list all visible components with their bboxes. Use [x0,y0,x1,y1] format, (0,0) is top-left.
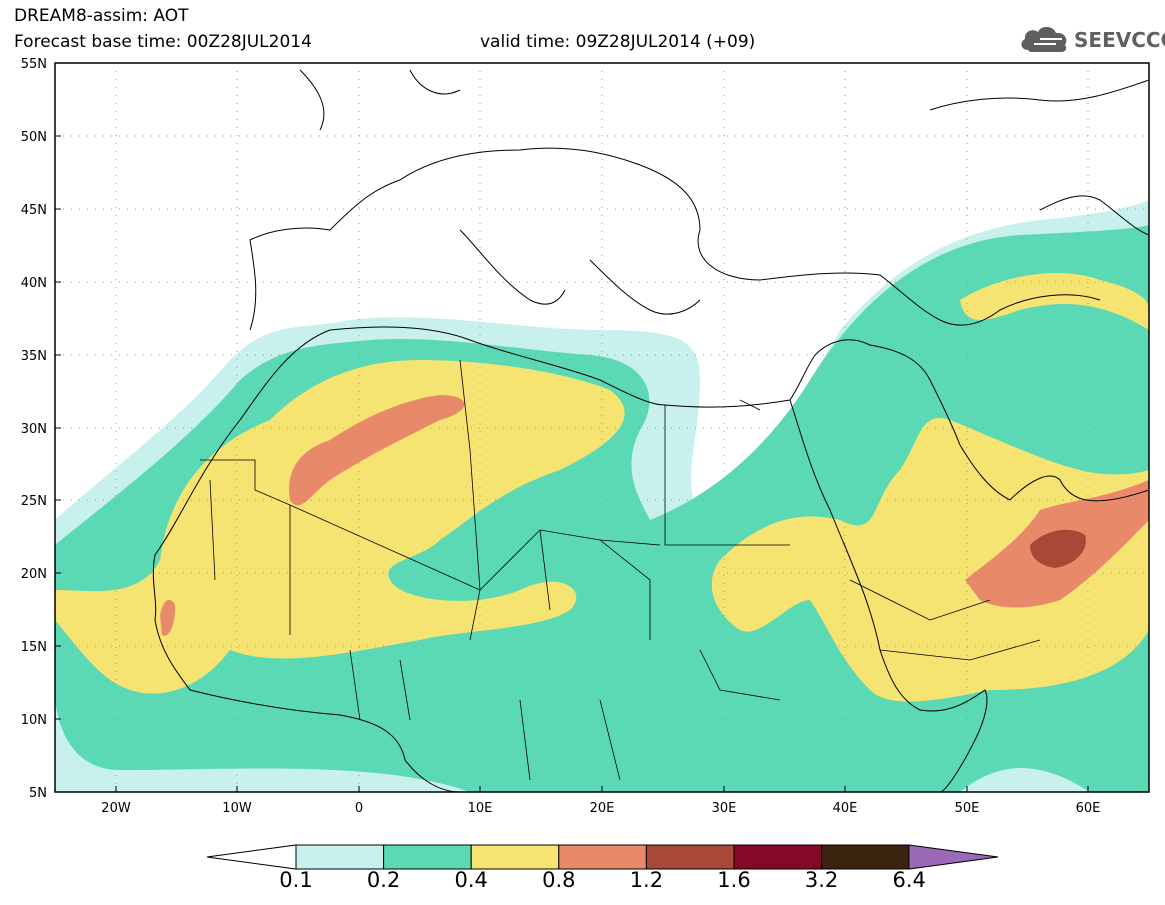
lat-tick-label: 20N [21,567,47,582]
logo-text: SEEVCCC [1074,28,1165,52]
lon-tick-label: 50E [955,801,980,816]
aot-region-0.4b [711,418,1149,702]
lon-tick-label: 40E [833,801,858,816]
colorbar-segment [470,844,560,870]
colorbar-label: 6.4 [892,868,926,892]
lat-tick-label: 5N [29,786,47,801]
borders [200,359,1041,781]
colorbar-segment [645,844,735,870]
lat-tick-label: 50N [21,130,47,145]
aot-region-0.8c [160,599,176,636]
colorbar-label: 0.8 [542,868,576,892]
colorbar-label: 0.4 [454,868,488,892]
lat-tick-label: 45N [21,203,47,218]
lat-tick-label: 25N [21,494,47,509]
lon-tick-label: 20W [101,801,131,816]
seevccc-logo: SEEVCCC [1018,22,1165,58]
lon-tick-labels: 20W 10W 0 10E 20E 30E 40E 50E 60E [101,801,1100,816]
colorbar-segment [821,844,910,870]
colorbar-segment [558,844,647,870]
valid-time: valid time: 09Z28JUL2014 (+09) [480,32,756,52]
colorbar-high-arrow [908,844,999,870]
coastlines [152,69,1149,792]
colorbar [206,844,999,870]
cloud-icon [1021,26,1067,52]
lat-tick-labels: 55N 50N 45N 40N 35N 30N 25N 20N 15N 10N … [21,57,47,801]
colorbar-label: 3.2 [804,868,839,892]
lat-tick-label: 30N [21,422,47,437]
lat-tick-label: 15N [21,640,47,655]
colorbar-label: 1.6 [717,868,751,892]
aot-region-0.4 [55,360,625,694]
colorbar-label: 1.2 [629,868,664,892]
colorbar-segment [295,844,385,870]
colorbar-segment [383,844,472,870]
colorbar-label: 0.1 [279,868,313,892]
lon-tick-label: 10E [468,801,493,816]
aot-region-0.8 [289,395,465,506]
lat-tick-label: 40N [21,276,47,291]
lon-tick-label: 10W [222,801,252,816]
lon-tick-label: 20E [590,801,615,816]
tick-marks [55,135,1089,792]
lat-tick-label: 10N [21,713,47,728]
colorbar-label: 0.2 [366,868,401,892]
aot-region-0.4c [960,272,1149,330]
lat-tick-label: 35N [21,349,47,364]
lon-tick-label: 30E [712,801,737,816]
lat-tick-label: 55N [21,57,47,72]
lon-tick-label: 60E [1076,801,1101,816]
colorbar-low-arrow [206,844,297,870]
aot-region-1.2 [1030,529,1086,568]
lon-tick-label: 0 [355,801,363,816]
map-title: DREAM8-assim: AOT [14,6,189,26]
forecast-base-time: Forecast base time: 00Z28JUL2014 [14,32,312,52]
colorbar-segment [733,844,823,870]
